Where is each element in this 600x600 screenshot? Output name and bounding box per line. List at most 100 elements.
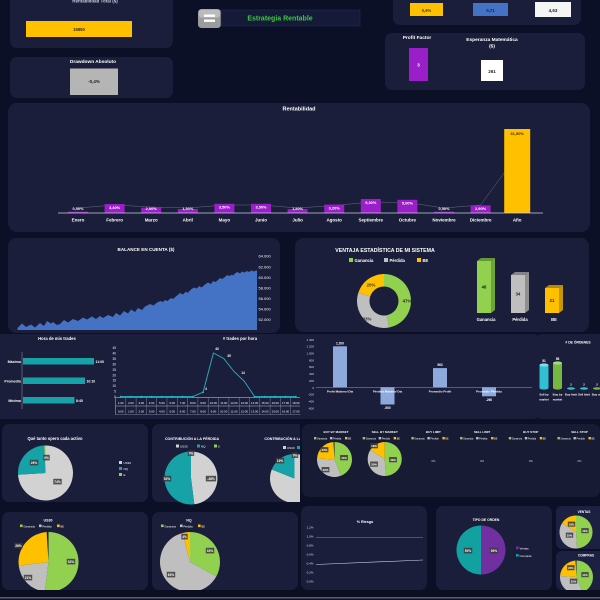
svg-text:Ganancia: Ganancia: [355, 258, 375, 263]
svg-text:3:00: 3:00: [149, 409, 155, 413]
svg-text:1.400: 1.400: [306, 338, 314, 342]
svg-text:BE: BE: [423, 258, 429, 263]
svg-text:-600: -600: [308, 406, 314, 410]
svg-text:16:00: 16:00: [272, 401, 280, 405]
svg-text:32%: 32%: [323, 468, 329, 472]
svg-text:Pérdida: Pérdida: [183, 524, 193, 528]
svg-text:4:00: 4:00: [159, 409, 165, 413]
svg-text:1,50%: 1,50%: [182, 206, 194, 211]
svg-text:40: 40: [215, 347, 219, 351]
svg-text:64.000: 64.000: [259, 254, 272, 259]
svg-text:17:00: 17:00: [282, 401, 290, 405]
svg-text:-400: -400: [308, 399, 314, 403]
svg-text:Abril: Abril: [183, 218, 193, 223]
svg-text:32%: 32%: [571, 579, 577, 583]
svg-text:Ganancia: Ganancia: [512, 438, 523, 441]
svg-text:18%: 18%: [371, 444, 377, 448]
svg-text:0: 0: [312, 386, 314, 390]
svg-text:BE: BE: [397, 438, 401, 441]
svg-text:Marzo: Marzo: [145, 218, 158, 223]
svg-text:BUY LIMIT: BUY LIMIT: [426, 430, 441, 434]
svg-text:14:00: 14:00: [261, 409, 269, 413]
svg-text:13:00: 13:00: [241, 401, 249, 405]
svg-text:35%: 35%: [371, 463, 377, 467]
svg-text:Noviembre: Noviembre: [432, 218, 456, 223]
svg-text:US30: US30: [287, 446, 295, 450]
svg-text:2:00: 2:00: [128, 401, 134, 405]
svg-text:2,90%: 2,90%: [475, 206, 487, 211]
svg-text:2: 2: [583, 383, 585, 387]
svg-text:8:45: 8:45: [76, 399, 83, 403]
svg-text:1,50%: 1,50%: [292, 206, 304, 211]
svg-text:6:00: 6:00: [180, 409, 186, 413]
svg-text:1,0%: 1,0%: [307, 535, 314, 539]
svg-text:Buy sto: Buy sto: [592, 393, 600, 397]
svg-text:1.200: 1.200: [306, 345, 314, 349]
svg-text:21: 21: [550, 298, 555, 303]
svg-text:Drawdown Absoluto: Drawdown Absoluto: [70, 59, 116, 65]
svg-text:Octubre: Octubre: [399, 218, 417, 223]
svg-text:-0,4%: -0,4%: [88, 79, 100, 84]
svg-text:35: 35: [227, 354, 231, 358]
svg-text:Compras: Compras: [520, 554, 533, 558]
svg-text:Rentabilidad Total ($): Rentabilidad Total ($): [72, 0, 118, 4]
svg-text:3: 3: [417, 63, 420, 68]
svg-text:Agosto: Agosto: [326, 218, 342, 223]
svg-text:74%: 74%: [54, 480, 61, 484]
svg-text:5:00: 5:00: [159, 401, 165, 405]
svg-text:7:00: 7:00: [180, 401, 186, 405]
svg-text:Ganancia: Ganancia: [463, 438, 474, 441]
svg-text:Promedio Pérdida: Promedio Pérdida: [476, 390, 502, 394]
svg-text:Ganancia: Ganancia: [414, 438, 425, 441]
svg-text:TIPO DE ORDEN: TIPO DE ORDEN: [473, 518, 500, 522]
svg-text:Pérdida: Pérdida: [512, 317, 528, 322]
svg-text:7:00: 7:00: [190, 409, 196, 413]
svg-text:2,00%: 2,00%: [146, 206, 158, 211]
svg-text:Buy by: Buy by: [553, 393, 563, 397]
svg-text:0%: 0%: [293, 454, 298, 458]
svg-text:COMPRAS: COMPRAS: [578, 554, 594, 558]
svg-text:15: 15: [112, 379, 116, 383]
svg-text:51: 51: [542, 359, 546, 363]
svg-text:19%: 19%: [277, 459, 284, 463]
svg-text:Pérdida: Pérdida: [333, 438, 342, 441]
svg-text:Profit Factor: Profit Factor: [403, 35, 432, 41]
svg-text:US30: US30: [124, 461, 132, 465]
svg-text:SELL LIMIT: SELL LIMIT: [474, 430, 490, 434]
svg-text:14: 14: [241, 371, 245, 375]
svg-text:25: 25: [112, 368, 116, 372]
svg-text:5: 5: [114, 390, 116, 394]
svg-text:23%: 23%: [322, 448, 328, 452]
svg-text:2:00: 2:00: [138, 409, 144, 413]
svg-text:0%: 0%: [431, 459, 435, 463]
svg-text:Junio: Junio: [255, 218, 267, 223]
svg-text:10:00: 10:00: [210, 401, 218, 405]
svg-text:Septiembre: Septiembre: [359, 218, 384, 223]
svg-text:200: 200: [309, 379, 314, 383]
svg-text:-260: -260: [486, 398, 493, 402]
svg-text:BE: BE: [60, 524, 64, 528]
svg-text:54.000: 54.000: [259, 306, 272, 311]
svg-text:1.200: 1.200: [336, 341, 344, 345]
svg-text:5,00%: 5,00%: [402, 201, 414, 206]
svg-text:NQ: NQ: [201, 445, 206, 449]
svg-text:52.000: 52.000: [259, 317, 272, 322]
svg-text:Diciembre: Diciembre: [470, 218, 492, 223]
svg-text:1.000: 1.000: [306, 352, 314, 356]
svg-text:52%: 52%: [164, 477, 171, 481]
svg-text:2: 2: [570, 383, 572, 387]
svg-text:-200: -200: [308, 393, 314, 397]
svg-text:0,8%: 0,8%: [307, 544, 314, 548]
svg-text:16:00: 16:00: [282, 409, 290, 413]
svg-text:BE: BE: [348, 438, 352, 441]
svg-text:3,50%: 3,50%: [255, 205, 267, 210]
svg-text:Sell by: Sell by: [539, 393, 549, 397]
svg-text:26%: 26%: [31, 461, 38, 465]
svg-text:58: 58: [556, 357, 560, 361]
svg-text:Esperanza Matemática: Esperanza Matemática: [466, 37, 518, 43]
svg-text:33%: 33%: [207, 549, 214, 553]
svg-text:0%: 0%: [578, 459, 582, 463]
svg-text:62.000: 62.000: [259, 264, 272, 269]
svg-text:58.000: 58.000: [259, 285, 272, 290]
svg-text:26%: 26%: [15, 544, 22, 548]
